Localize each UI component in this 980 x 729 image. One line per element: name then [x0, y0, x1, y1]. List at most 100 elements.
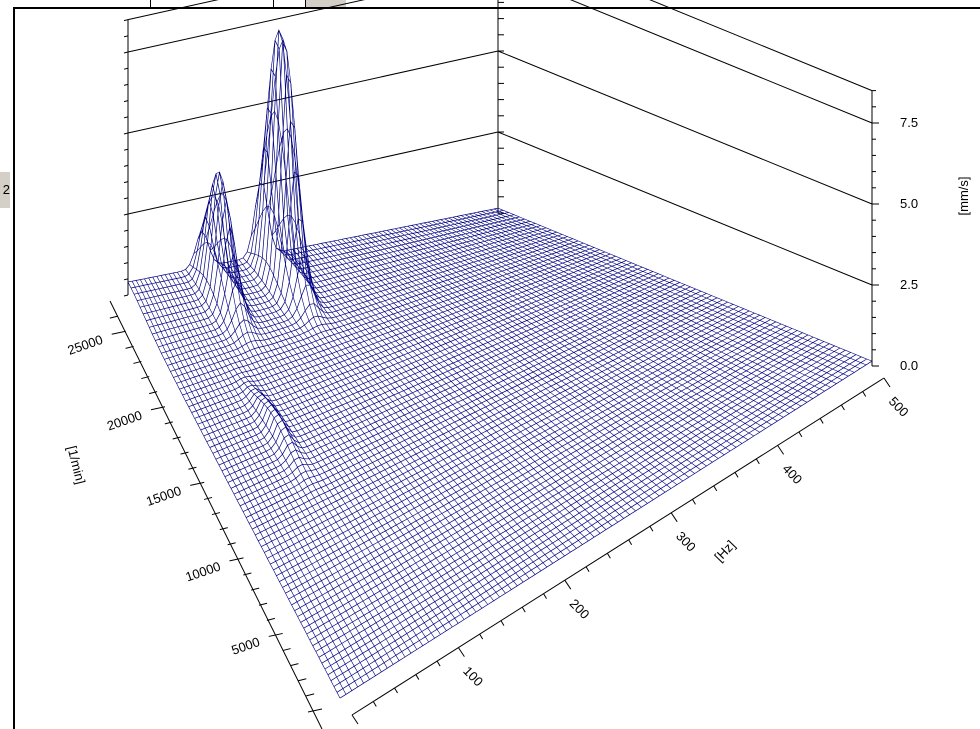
wall-gridline: [127, 0, 365, 53]
mesh-column-line: [481, 211, 849, 377]
mesh-column-line: [201, 171, 447, 631]
wall-gridline: [127, 131, 499, 215]
mesh-column-line: [283, 250, 565, 557]
mesh-row-line: [134, 107, 509, 295]
y-axis-tick: [268, 632, 283, 637]
y-axis-tick: [306, 693, 315, 697]
mesh-column-line: [205, 194, 453, 628]
y-axis-tick: [141, 376, 150, 380]
mesh-column-line: [452, 216, 808, 403]
y-axis-tick: [111, 330, 126, 335]
wall-gridline: [127, 50, 499, 134]
mesh-column-line: [370, 233, 689, 478]
mesh-column-line: [185, 269, 424, 646]
background-tab-label: 2: [2, 182, 10, 197]
y-axis-tick: [298, 678, 307, 682]
z-tick-label: 2.5: [900, 277, 918, 292]
x-axis-tick: [692, 499, 696, 505]
mesh-column-line: [427, 221, 772, 426]
y-tick-label: 5000: [229, 634, 261, 658]
x-axis-tick: [819, 418, 824, 424]
x-axis-tick: [457, 647, 465, 657]
mesh-column-line: [247, 251, 512, 590]
wall-top-edge: [127, 0, 219, 21]
x-axis-tick: [841, 404, 845, 411]
mesh-column-line: [362, 234, 678, 485]
plot-frame: [13, 7, 980, 729]
mesh-column-line: [255, 110, 524, 583]
mesh-column-line: [399, 227, 731, 452]
mesh-column-line: [329, 241, 630, 515]
mesh-column-line: [493, 208, 867, 366]
mesh-column-line: [226, 262, 483, 609]
mesh-column-line: [407, 225, 743, 444]
x-axis-tick: [351, 714, 359, 725]
y-axis-tick: [251, 587, 260, 591]
wall-top-edge: [649, 0, 873, 92]
y-axis-tick: [172, 436, 181, 440]
mesh-column-line: [275, 247, 554, 564]
mesh-column-line: [353, 236, 666, 493]
mesh-column-line: [436, 220, 784, 418]
mesh-column-line: [444, 218, 796, 411]
mesh-column-line: [403, 226, 737, 448]
mesh-column-line: [177, 272, 412, 654]
mesh-column-line: [160, 275, 388, 669]
x-axis-tick: [628, 539, 633, 546]
wall-minor-tick: [123, 294, 129, 297]
wall-minor-tick: [123, 164, 129, 167]
mesh-column-line: [193, 241, 435, 639]
y-tick-label: 20000: [105, 407, 144, 433]
x-axis-tick: [670, 512, 678, 523]
x-axis-tick: [734, 472, 739, 478]
x-axis-label: [Hz]: [711, 537, 738, 564]
y-axis-tick: [148, 391, 158, 395]
wall-minor-tick: [123, 100, 129, 103]
x-axis-tick: [798, 431, 803, 438]
mesh-column-line: [333, 240, 636, 512]
y-axis-label: [1/min]: [64, 444, 88, 485]
y-tick-label: 15000: [144, 483, 183, 509]
mesh-column-line: [456, 216, 814, 399]
wall-minor-tick: [123, 35, 129, 38]
mesh-column-line: [448, 217, 802, 407]
wall-minor-tick: [123, 262, 129, 265]
wall-minor-tick: [123, 148, 129, 151]
z-tick-label: 5.0: [900, 196, 918, 211]
wall-minor-tick: [123, 181, 129, 184]
mesh-column-line: [148, 277, 370, 680]
mesh-column-line: [140, 279, 358, 688]
x-axis-tick: [415, 674, 420, 680]
wall-minor-tick: [123, 116, 129, 119]
x-axis-tick: [713, 485, 718, 492]
mesh-column-line: [374, 232, 695, 474]
mesh-column-line: [423, 222, 766, 429]
y-axis-tick: [229, 557, 244, 562]
background-tab[interactable]: 2: [0, 172, 10, 208]
mesh-column-line: [152, 276, 376, 676]
mesh-column-line: [325, 242, 624, 519]
mesh-column-line: [259, 29, 530, 579]
mesh-column-line: [341, 239, 648, 504]
mesh-column-line: [292, 248, 577, 549]
wall-gridline: [570, 0, 873, 124]
mesh-column-line: [144, 278, 364, 684]
x-axis-line: [351, 377, 885, 716]
mesh-column-line: [320, 243, 619, 523]
y-axis-tick: [125, 345, 134, 349]
x-axis-tick: [585, 566, 590, 572]
y-axis-tick: [180, 451, 189, 455]
mesh-column-line: [135, 280, 353, 691]
y-axis-tick: [290, 663, 299, 667]
z-axis-label: [mm/s]: [956, 177, 971, 216]
mesh-column-line: [168, 273, 400, 661]
x-axis-tick: [436, 660, 441, 667]
y-tick-label: 10000: [183, 559, 222, 585]
mesh-column-line: [386, 230, 713, 463]
x-tick-label: 500: [886, 394, 912, 420]
mesh-column-line: [411, 225, 749, 441]
mesh-column-line: [296, 248, 583, 545]
mesh-column-line: [337, 239, 642, 508]
x-tick-label: 400: [779, 461, 805, 487]
mesh-column-line: [366, 234, 683, 482]
